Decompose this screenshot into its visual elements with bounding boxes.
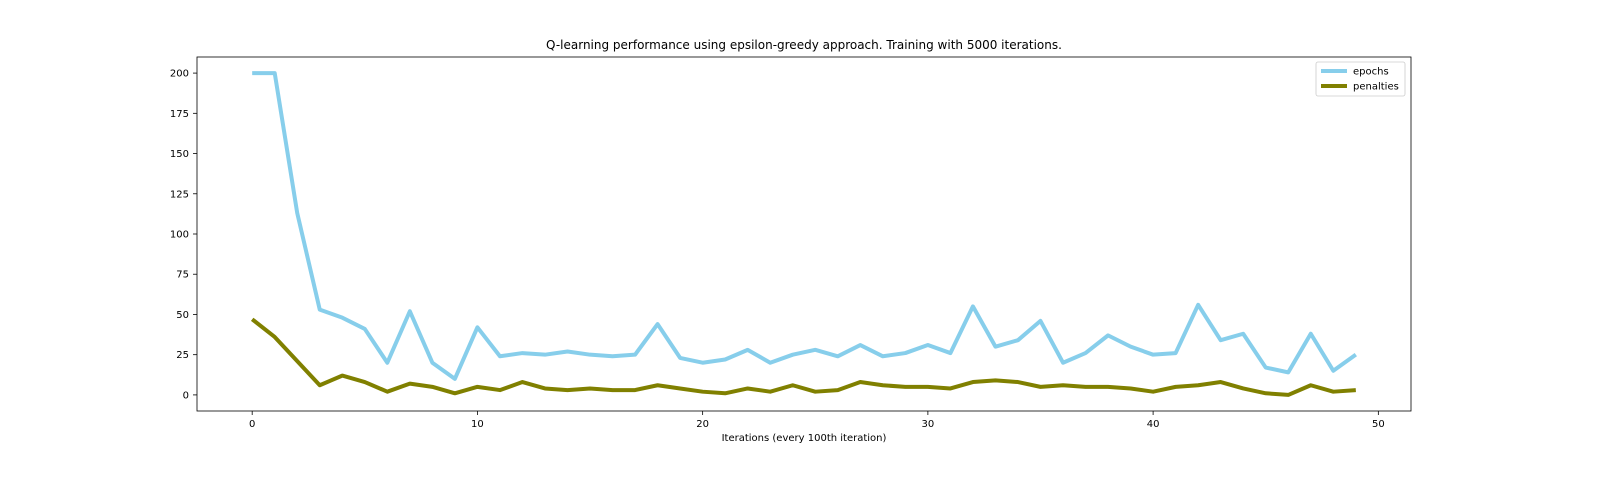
- legend-label-penalties: penalties: [1353, 82, 1399, 93]
- series-line-epochs: [252, 71, 1357, 381]
- axes: 0 10 20 30 40 50 0 25 50 75 100 125 150 175 200: [170, 56, 1412, 430]
- x-tick-label: 50: [1372, 419, 1385, 430]
- x-tick-label: 0: [249, 419, 255, 430]
- chart-title: Q-learning performance using epsilon-gre…: [546, 38, 1062, 52]
- plot-area: [250, 71, 1357, 397]
- x-tick-label: 20: [696, 419, 709, 430]
- y-tick-label: 100: [170, 230, 189, 241]
- y-tick-label: 125: [170, 189, 189, 200]
- y-tick-label: 200: [170, 69, 189, 80]
- series-line-penalties: [250, 317, 1356, 397]
- y-tick-label: 150: [170, 149, 189, 160]
- legend: epochs penalties: [1315, 61, 1406, 97]
- x-axis-label: Iterations (every 100th iteration): [722, 433, 887, 444]
- y-tick-label: 175: [170, 109, 189, 120]
- legend-label-epochs: epochs: [1353, 67, 1389, 78]
- x-tick-label: 30: [922, 419, 935, 430]
- y-tick-label: 0: [183, 390, 189, 401]
- y-tick-label: 75: [176, 270, 189, 281]
- x-tick-label: 40: [1147, 419, 1160, 430]
- x-tick-label: 10: [471, 419, 484, 430]
- axes-frame: [196, 56, 1412, 412]
- y-tick-label: 50: [176, 310, 189, 321]
- y-tick-label: 25: [176, 350, 189, 361]
